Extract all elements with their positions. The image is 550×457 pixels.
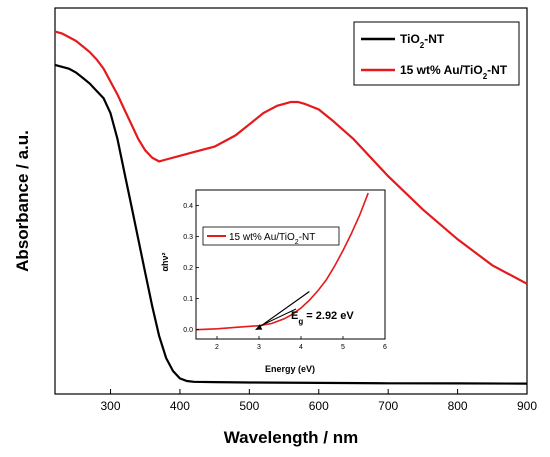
- inset-x-tick-label-3: 5: [341, 344, 345, 351]
- inset-x-tick-label-1: 3: [257, 344, 261, 351]
- main-x-tick-label-0: 300: [101, 399, 121, 413]
- main-legend: TiO2-NT 15 wt% Au/TiO2-NT: [353, 21, 520, 86]
- inset-y-ticks: 0.0 0.1 0.2 0.3 0.4: [183, 203, 199, 334]
- main-x-tick-label-2: 500: [239, 399, 259, 413]
- inset-x-axis-title: Energy (eV): [265, 364, 315, 374]
- inset-y-axis-title: αhν²: [160, 252, 170, 271]
- main-series-group: [54, 30, 528, 385]
- inset-x-tick-label-2: 4: [299, 344, 303, 351]
- main-x-tick-label-4: 700: [378, 399, 398, 413]
- main-x-tick-label-1: 400: [170, 399, 190, 413]
- inset-legend-box: [202, 226, 340, 246]
- band-gap-arrow: [258, 308, 297, 328]
- legend-label-au-tio2: 15 wt% Au/TiO2-NT: [400, 63, 508, 81]
- band-gap-annotation: Eg = 2.92 eV: [291, 310, 354, 326]
- main-x-tick-label-6: 900: [517, 399, 537, 413]
- main-x-ticks: 300 400 500 600 700 800 900: [101, 389, 537, 413]
- inset-y-tick-label-1: 0.1: [183, 296, 193, 303]
- inset-legend-label: 15 wt% Au/TiO2-NT: [229, 232, 315, 246]
- main-plot-frame: [54, 7, 528, 395]
- inset-background: [192, 188, 386, 340]
- main-x-tick-label-5: 800: [448, 399, 468, 413]
- inset-chart: 2 3 4 5 6 0.0 0.1 0.2 0.3 0.4 αhν² Energy (eV) 1…: [160, 188, 387, 374]
- main-legend-box: [353, 21, 520, 86]
- inset-x-tick-label-0: 2: [215, 344, 219, 351]
- main-x-tick-label-3: 600: [309, 399, 329, 413]
- inset-plot-frame: [195, 189, 386, 340]
- band-gap-arrowhead: [255, 324, 263, 330]
- inset-series-line-0: [195, 192, 369, 331]
- inset-y-tick-label-3: 0.3: [183, 234, 193, 241]
- legend-label-tio2: TiO2-NT: [400, 32, 445, 50]
- main-y-axis-title: Absorbance / a.u.: [13, 130, 32, 272]
- inset-x-ticks: 2 3 4 5 6: [215, 336, 387, 351]
- main-series-line-0: [54, 63, 528, 385]
- inset-y-tick-label-2: 0.2: [183, 265, 193, 272]
- inset-x-tick-label-4: 6: [383, 344, 387, 351]
- inset-y-tick-label-0: 0.0: [183, 327, 193, 334]
- inset-y-tick-label-4: 0.4: [183, 203, 193, 210]
- main-x-axis-title: Wavelength / nm: [224, 428, 358, 447]
- main-series-line-1: [54, 30, 528, 285]
